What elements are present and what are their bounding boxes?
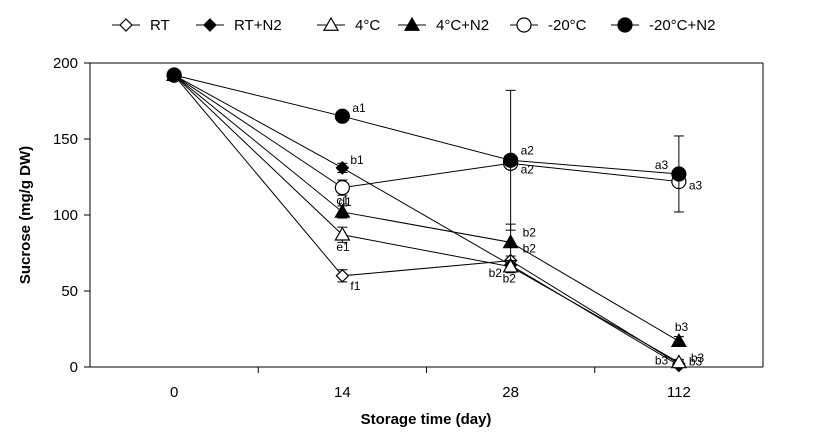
data-point — [502, 258, 519, 273]
legend-item: 4°C — [317, 16, 380, 34]
series-rt: f1 b2 b3 — [167, 68, 705, 371]
legend: RT RT+N2 4°C 4°C+N2 -20°C -20°C+N2 — [112, 16, 715, 34]
legend-label: -20°C — [548, 17, 587, 34]
legend-marker — [403, 16, 421, 31]
legend-item: 4°C+N2 — [398, 16, 489, 34]
y-tick-label: 100 — [53, 207, 78, 224]
data-point — [670, 332, 687, 348]
data-label: c1 — [336, 194, 349, 208]
data-label: a2 — [521, 162, 535, 176]
y-tick-label: 200 — [53, 55, 78, 72]
y-tick-label: 0 — [70, 359, 78, 376]
data-label: d1 — [338, 195, 352, 209]
data-label: a1 — [352, 101, 366, 115]
x-tick-label: 112 — [667, 384, 691, 401]
data-label: a3 — [689, 179, 703, 193]
legend-marker — [617, 17, 633, 33]
legend-label: -20°C+N2 — [649, 17, 715, 34]
ticks: 0 50 100 150 200 0 14 28 112 — [53, 55, 691, 401]
series-line — [173, 74, 680, 342]
legend-item: RT+N2 — [196, 17, 282, 34]
data-label: b1 — [350, 153, 364, 167]
data-label: b3 — [675, 320, 689, 334]
x-tick-label: 14 — [334, 384, 351, 401]
y-tick-label: 50 — [61, 283, 78, 300]
series-4-c-n2: d1 b2 b3 — [166, 66, 689, 348]
data-label: a3 — [655, 158, 669, 172]
series--20-c-n2: a1 a2 a3 — [166, 67, 687, 231]
data-point — [670, 354, 687, 369]
legend-item: RT — [112, 17, 170, 34]
data-point — [671, 166, 687, 182]
legend-label: 4°C+N2 — [436, 17, 489, 34]
data-label: b3 — [655, 353, 669, 367]
y-tick-label: 150 — [53, 131, 78, 148]
legend-item: -20°C+N2 — [611, 17, 715, 34]
data-point — [166, 67, 182, 83]
series-line — [173, 74, 680, 365]
legend-marker — [119, 18, 133, 32]
series-rt-n2: b1 b2 b3 — [167, 68, 703, 373]
data-label: b2 — [523, 242, 537, 256]
data-label: b2 — [489, 266, 503, 280]
data-label: b2 — [523, 225, 537, 239]
x-tick-label: 0 — [170, 384, 178, 401]
series-line — [174, 74, 679, 175]
data-point — [502, 234, 519, 249]
data-point — [334, 108, 350, 124]
x-tick-label: 28 — [502, 384, 519, 401]
legend-label: RT+N2 — [234, 17, 282, 34]
data-label: b3 — [689, 354, 703, 368]
legend-item: -20°C — [510, 17, 587, 34]
legend-marker — [203, 18, 217, 32]
x-axis-title: Storage time (day) — [361, 411, 492, 428]
data-point — [334, 180, 350, 196]
data-point — [335, 268, 350, 283]
data-label: b3 — [691, 351, 705, 365]
series-line — [173, 74, 679, 189]
series--20-c: c1 a2 a3 — [166, 67, 703, 208]
data-label: a2 — [521, 143, 535, 157]
legend-marker — [516, 17, 532, 33]
series-line — [173, 74, 680, 363]
data-label: f1 — [350, 279, 360, 293]
y-axis-title: Sucrose (mg/g DW) — [17, 146, 34, 284]
data-point — [334, 203, 351, 218]
data-point — [503, 152, 519, 168]
axes — [89, 62, 764, 368]
legend-label: RT — [150, 17, 170, 34]
data-point — [335, 161, 350, 175]
series-line — [173, 74, 680, 366]
data-label: b2 — [503, 272, 517, 286]
data-label: e1 — [336, 240, 350, 254]
legend-marker — [322, 16, 340, 31]
legend-label: 4°C — [355, 17, 380, 34]
data-point — [334, 226, 351, 241]
